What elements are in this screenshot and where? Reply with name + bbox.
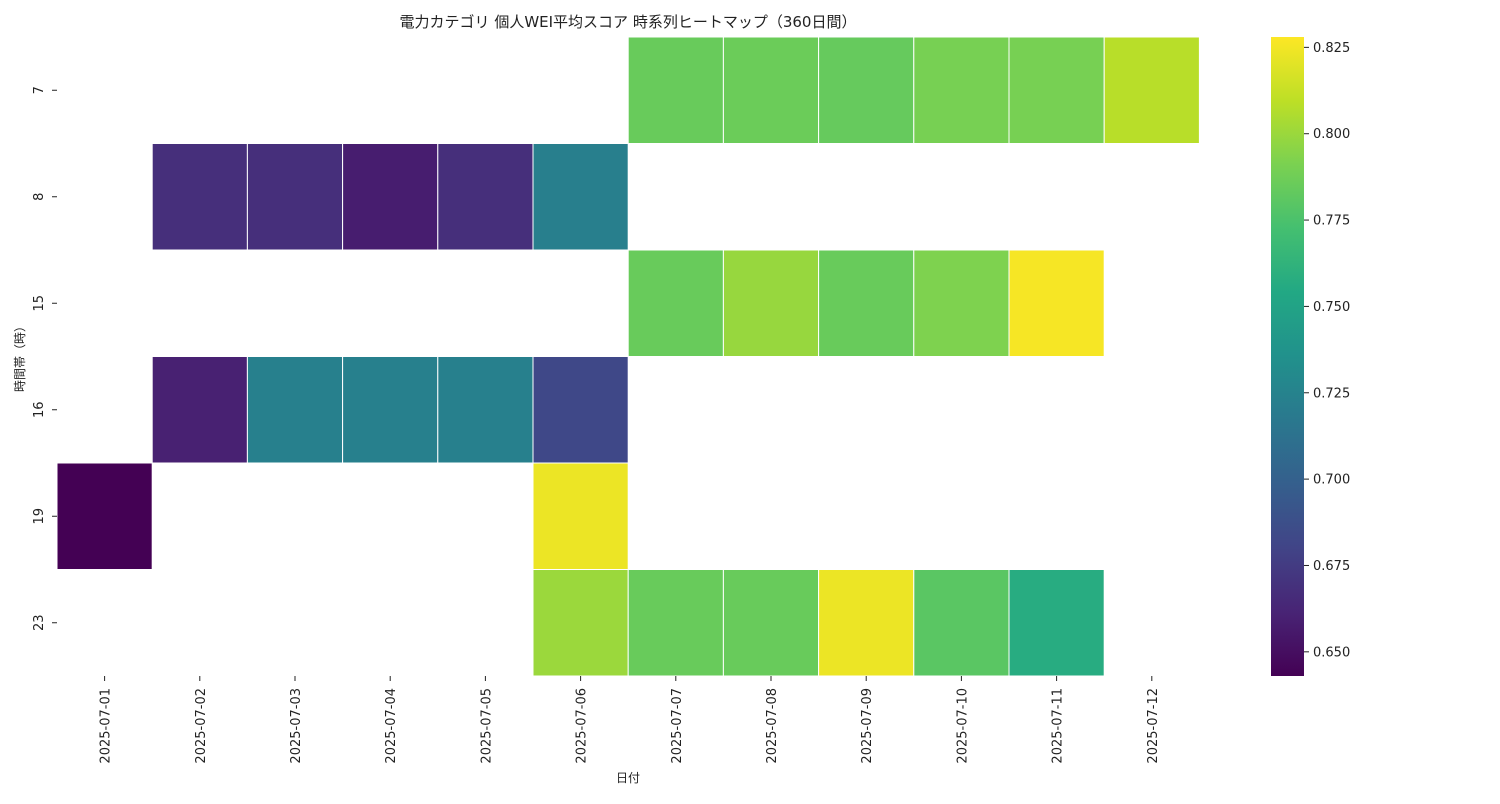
colorbar-tick-label: 0.675 <box>1313 559 1350 574</box>
heatmap-cell <box>722 569 820 677</box>
y-axis: 7 8 15 16 19 23 <box>32 86 57 631</box>
heatmap-cells <box>56 36 1200 677</box>
y-tick-label: 19 <box>32 508 47 525</box>
colorbar-tick-label: 0.775 <box>1313 214 1350 229</box>
colorbar-tick-label: 0.750 <box>1313 300 1350 315</box>
heatmap-cell <box>56 462 153 570</box>
y-axis-label: 時間帯（時） <box>13 320 27 392</box>
heatmap-cell <box>1008 569 1105 677</box>
x-tick-label: 2025-07-05 <box>479 688 494 764</box>
heatmap-cell <box>342 143 439 251</box>
colorbar: 0.650 0.675 0.700 0.725 0.750 0.775 0.800 0.825 <box>1271 37 1350 676</box>
y-tick-label: 23 <box>32 614 47 631</box>
x-tick-label: 2025-07-01 <box>99 688 114 764</box>
x-tick-label: 2025-07-08 <box>765 688 780 764</box>
heatmap-cell <box>913 249 1010 357</box>
heatmap-cell <box>342 356 439 464</box>
heatmap-cell <box>437 356 534 464</box>
heatmap-cell <box>246 356 344 464</box>
colorbar-tick-label: 0.700 <box>1313 473 1350 488</box>
x-tick-label: 2025-07-12 <box>1146 688 1161 764</box>
x-tick-label: 2025-07-10 <box>955 688 970 764</box>
heatmap-cell <box>818 36 915 144</box>
heatmap-cell <box>818 249 915 357</box>
heatmap-cell <box>913 36 1010 144</box>
heatmap-cell <box>627 249 724 357</box>
colorbar-tick-label: 0.825 <box>1313 41 1350 56</box>
y-tick-label: 8 <box>32 193 47 201</box>
heatmap-cell <box>532 462 629 570</box>
heatmap-cell <box>627 36 724 144</box>
colorbar-tick-label: 0.650 <box>1313 645 1350 660</box>
x-tick-label: 2025-07-09 <box>860 688 875 764</box>
heatmap-cell <box>246 143 344 251</box>
x-tick-label: 2025-07-02 <box>194 688 209 764</box>
chart-title: 電力カテゴリ 個人WEI平均スコア 時系列ヒートマップ（360日間） <box>400 13 857 31</box>
x-tick-label: 2025-07-06 <box>575 688 590 764</box>
colorbar-tick-label: 0.800 <box>1313 127 1350 142</box>
y-tick-label: 16 <box>32 401 47 418</box>
x-tick-label: 2025-07-04 <box>384 688 399 764</box>
colorbar-gradient <box>1271 37 1304 676</box>
heatmap-cell <box>1103 36 1200 144</box>
heatmap-cell <box>913 569 1010 677</box>
x-axis: 2025-07-01 2025-07-02 2025-07-03 2025-07-04… <box>99 676 1161 764</box>
heatmap-cell <box>151 356 248 464</box>
heatmap-cell <box>627 569 724 677</box>
heatmap-cell <box>532 569 629 677</box>
heatmap-cell <box>1008 249 1105 357</box>
heatmap-cell <box>722 36 820 144</box>
y-tick-label: 15 <box>32 295 47 312</box>
y-tick-label: 7 <box>32 86 47 94</box>
heatmap-cell <box>437 143 534 251</box>
x-tick-label: 2025-07-11 <box>1051 688 1066 764</box>
heatmap-cell <box>532 143 629 251</box>
heatmap-cell <box>1008 36 1105 144</box>
colorbar-tick-label: 0.725 <box>1313 386 1350 401</box>
x-tick-label: 2025-07-07 <box>670 688 685 764</box>
heatmap-cell <box>151 143 248 251</box>
heatmap-cell <box>722 249 820 357</box>
heatmap-cell <box>818 569 915 677</box>
x-tick-label: 2025-07-03 <box>289 688 304 764</box>
x-axis-label: 日付 <box>616 771 640 785</box>
heatmap-cell <box>532 356 629 464</box>
